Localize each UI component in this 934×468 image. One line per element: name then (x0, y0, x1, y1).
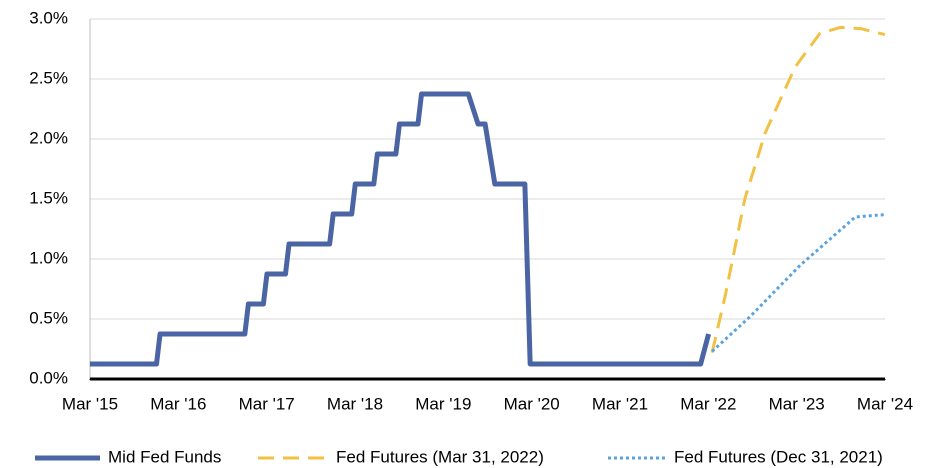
legend-label: Fed Futures (Dec 31, 2021) (674, 447, 883, 466)
legend-label: Fed Futures (Mar 31, 2022) (336, 447, 544, 466)
x-tick-label: Mar '23 (769, 394, 825, 413)
y-tick-label: 0.5% (29, 308, 68, 327)
x-tick-label: Mar '16 (150, 394, 206, 413)
y-tick-label: 2.5% (29, 68, 68, 87)
series-line (711, 213, 886, 353)
legend-label: Mid Fed Funds (108, 447, 221, 466)
y-tick-label: 3.0% (29, 8, 68, 27)
x-tick-label: Mar '17 (239, 394, 295, 413)
x-tick-label: Mar '18 (327, 394, 383, 413)
x-tick-label: Mar '15 (62, 394, 118, 413)
y-tick-label: 2.0% (29, 128, 68, 147)
x-tick-label: Mar '21 (592, 394, 648, 413)
y-tick-label: 0.0% (29, 368, 68, 387)
series-line (90, 91, 712, 367)
x-tick-label: Mar '19 (415, 394, 471, 413)
x-tick-label: Mar '20 (504, 394, 560, 413)
y-tick-label: 1.0% (29, 248, 68, 267)
x-tick-label: Mar '22 (680, 394, 736, 413)
x-tick-label: Mar '24 (857, 394, 913, 413)
series-line (710, 25, 886, 353)
y-tick-label: 1.5% (29, 188, 68, 207)
